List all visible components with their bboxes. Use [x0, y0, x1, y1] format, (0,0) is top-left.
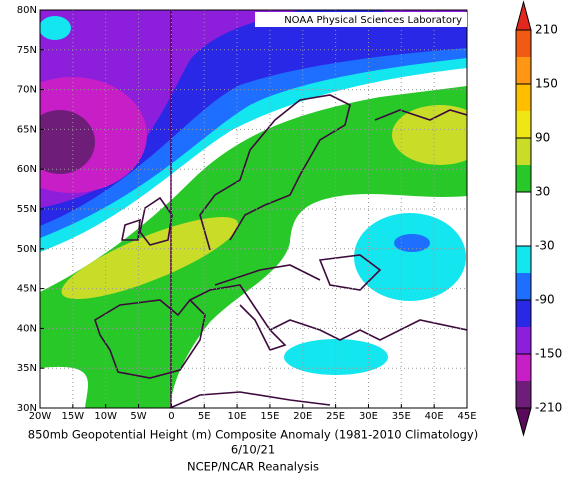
title: 850mb Geopotential Height (m) Composite … — [28, 428, 478, 442]
colorbar-band — [516, 300, 531, 327]
contour-region — [392, 105, 467, 165]
x-tick-label: 10W — [94, 411, 117, 422]
colorbar-label: 30 — [535, 185, 550, 199]
contour-region — [394, 234, 430, 252]
x-tick-label: 45E — [457, 411, 476, 422]
x-tick-label: 20E — [293, 411, 312, 422]
colorbar-band — [516, 30, 531, 57]
lab-label: NOAA Physical Sciences Laboratory — [284, 15, 462, 26]
x-tick-label: 35E — [392, 411, 411, 422]
x-tick-label: 25E — [326, 411, 345, 422]
contour-region — [40, 16, 71, 40]
y-tick-label: 30N — [17, 403, 37, 414]
colorbar-arrow — [515, 0, 532, 31]
x-tick-label: 5E — [198, 411, 211, 422]
date: 6/10/21 — [231, 443, 275, 457]
colorbar-band — [516, 354, 531, 381]
x-tick-label: 20W — [29, 411, 52, 422]
contour-region — [354, 213, 466, 301]
colorbar-band — [516, 246, 531, 273]
lab-box — [255, 12, 467, 27]
y-tick-label: 40N — [17, 323, 37, 334]
contour-region — [284, 339, 388, 375]
x-tick-label: 30E — [359, 411, 378, 422]
colorbar-arrow — [515, 407, 532, 437]
colorbar-band — [516, 219, 531, 246]
colorbar-label: -30 — [535, 239, 555, 253]
x-tick-label: 15W — [62, 411, 85, 422]
map-frame — [39, 9, 468, 409]
colorbar-band — [516, 165, 531, 192]
y-tick-label: 75N — [17, 45, 37, 56]
colorbar-band — [516, 192, 531, 219]
colorbar-label: -150 — [535, 347, 562, 361]
y-tick-label: 65N — [17, 124, 37, 135]
x-tick-label: 5W — [130, 411, 146, 422]
colorbar-band — [516, 57, 531, 84]
x-tick-label: 0 — [168, 411, 174, 422]
colorbar-band — [516, 138, 531, 165]
y-tick-label: 35N — [17, 363, 37, 374]
contour-region — [40, 110, 95, 174]
colorbar-band — [516, 327, 531, 354]
y-tick-label: 55N — [17, 204, 37, 215]
colorbar-label: 90 — [535, 131, 550, 145]
colorbar-band — [516, 273, 531, 300]
colorbar-band — [516, 111, 531, 138]
coastlines — [94, 94, 467, 408]
colorbar-label: -90 — [535, 293, 555, 307]
x-tick-label: 10E — [228, 411, 247, 422]
y-tick-label: 60N — [17, 164, 37, 175]
source: NCEP/NCAR Reanalysis — [187, 460, 319, 474]
contour-region — [40, 86, 467, 408]
y-tick-label: 80N — [17, 5, 37, 16]
y-tick-label: 50N — [17, 244, 37, 255]
colorbar-label: 150 — [535, 77, 558, 91]
colorbar-label: 210 — [535, 23, 558, 37]
x-tick-label: 15E — [260, 411, 279, 422]
map-field — [40, 10, 467, 408]
x-tick-label: 40E — [425, 411, 444, 422]
y-tick-label: 45N — [17, 284, 37, 295]
y-tick-label: 70N — [17, 85, 37, 96]
colorbar-band — [516, 84, 531, 111]
colorbar-label: -210 — [535, 401, 562, 415]
colorbar-band — [516, 381, 531, 408]
